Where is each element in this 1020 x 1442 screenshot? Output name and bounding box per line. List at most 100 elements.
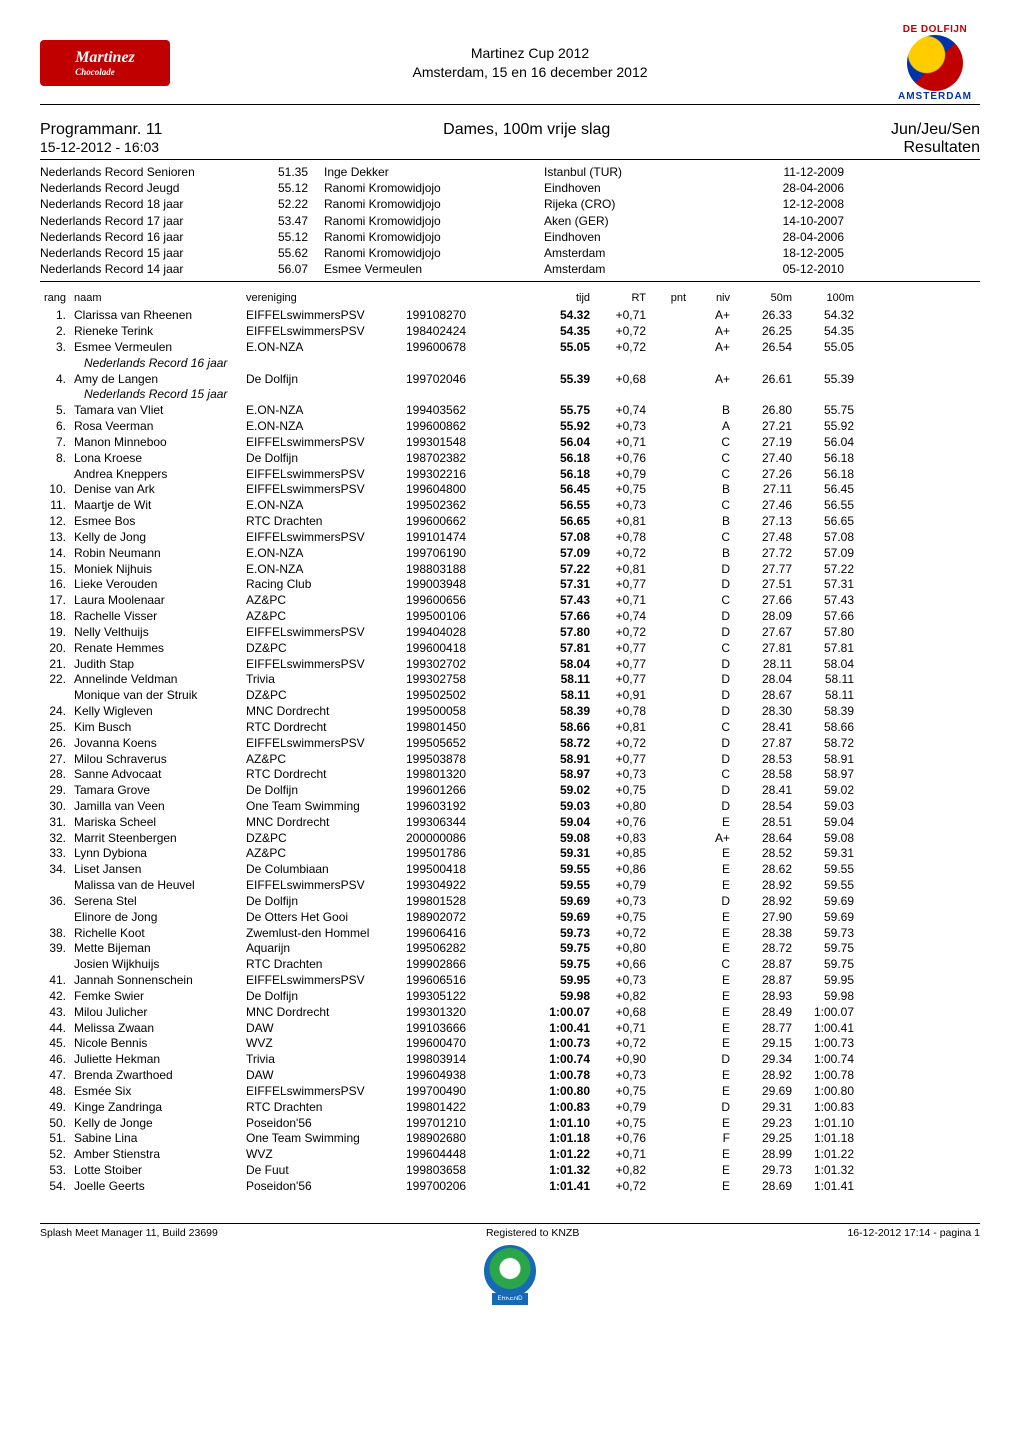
- result-row: 17.Laura MoolenaarAZ&PC19960065657.43+0,…: [40, 593, 980, 609]
- cell-rang: 38.: [40, 926, 74, 942]
- result-row: 43.Milou JulicherMNC Dordrecht1993013201…: [40, 1005, 980, 1021]
- cell-niv: D: [686, 672, 730, 688]
- cell-rt: +0,68: [590, 372, 646, 388]
- cell-rang: 41.: [40, 973, 74, 989]
- cell-tijd: 58.66: [520, 720, 590, 736]
- cell-100m: 1:00.83: [792, 1100, 854, 1116]
- cell-rang: 22.: [40, 672, 74, 688]
- cell-100m: 56.45: [792, 482, 854, 498]
- cell-50m: 28.93: [730, 989, 792, 1005]
- cell-club: E.ON-NZA: [246, 562, 406, 578]
- cell-100m: 56.18: [792, 451, 854, 467]
- record-time: 55.62: [260, 245, 324, 261]
- cell-rt: +0,71: [590, 1021, 646, 1037]
- cell-pnt: [646, 878, 686, 894]
- cell-naam: Melissa Zwaan: [74, 1021, 246, 1037]
- cell-100m: 59.95: [792, 973, 854, 989]
- cell-50m: 28.11: [730, 657, 792, 673]
- cell-id: 199003948: [406, 577, 520, 593]
- cell-50m: 28.04: [730, 672, 792, 688]
- column-headers: rang naam vereniging tijd RT pnt niv 50m…: [40, 292, 980, 308]
- cell-club: De Dolfijn: [246, 783, 406, 799]
- cell-rt: +0,66: [590, 957, 646, 973]
- cell-id: 199505652: [406, 736, 520, 752]
- cell-rt: +0,72: [590, 625, 646, 641]
- cell-tijd: 1:01.22: [520, 1147, 590, 1163]
- cell-rang: 51.: [40, 1131, 74, 1147]
- cell-50m: 28.38: [730, 926, 792, 942]
- cell-rt: +0,73: [590, 767, 646, 783]
- cell-niv: E: [686, 1163, 730, 1179]
- cell-rt: +0,79: [590, 1100, 646, 1116]
- result-row: 11.Maartje de WitE.ON-NZA19950236256.55+…: [40, 498, 980, 514]
- cell-rang: 45.: [40, 1036, 74, 1052]
- record-label: Nederlands Record 16 jaar: [40, 229, 260, 245]
- cell-rt: +0,80: [590, 799, 646, 815]
- cell-rt: +0,72: [590, 1036, 646, 1052]
- cell-50m: 28.41: [730, 720, 792, 736]
- cell-tijd: 59.04: [520, 815, 590, 831]
- cell-naam: Esmee Bos: [74, 514, 246, 530]
- cell-rang: 34.: [40, 862, 74, 878]
- cell-tijd: 56.45: [520, 482, 590, 498]
- cell-id: 199902866: [406, 957, 520, 973]
- cell-rt: +0,77: [590, 641, 646, 657]
- cell-niv: A: [686, 419, 730, 435]
- cell-100m: 1:00.80: [792, 1084, 854, 1100]
- cell-rt: +0,77: [590, 577, 646, 593]
- cell-50m: 26.80: [730, 403, 792, 419]
- cell-id: 199301548: [406, 435, 520, 451]
- result-row: 26.Jovanna KoensEIFFELswimmersPSV1995056…: [40, 736, 980, 752]
- footer-center: Registered to KNZB: [486, 1227, 579, 1239]
- cell-id: 199600470: [406, 1036, 520, 1052]
- cell-pnt: [646, 846, 686, 862]
- result-row: 50.Kelly de JongePoseidon'561997012101:0…: [40, 1116, 980, 1132]
- cell-pnt: [646, 657, 686, 673]
- cell-naam: Moniek Nijhuis: [74, 562, 246, 578]
- footer-badge: ERKEND: [40, 1245, 980, 1305]
- record-time: 51.35: [260, 164, 324, 180]
- cell-club: EIFFELswimmersPSV: [246, 435, 406, 451]
- cell-niv: E: [686, 1084, 730, 1100]
- cell-50m: 27.21: [730, 419, 792, 435]
- cell-tijd: 1:01.10: [520, 1116, 590, 1132]
- page-footer: Splash Meet Manager 11, Build 23699 Regi…: [40, 1223, 980, 1239]
- result-row: 24.Kelly WiglevenMNC Dordrecht1995000585…: [40, 704, 980, 720]
- result-row: 42.Femke SwierDe Dolfijn19930512259.98+0…: [40, 989, 980, 1005]
- cell-club: One Team Swimming: [246, 1131, 406, 1147]
- cell-tijd: 57.81: [520, 641, 590, 657]
- cell-niv: D: [686, 1052, 730, 1068]
- cell-id: 199606516: [406, 973, 520, 989]
- cell-club: E.ON-NZA: [246, 419, 406, 435]
- result-row: 48.Esmée SixEIFFELswimmersPSV1997004901:…: [40, 1084, 980, 1100]
- cell-niv: E: [686, 878, 730, 894]
- col-naam: naam: [74, 292, 246, 304]
- cell-100m: 56.55: [792, 498, 854, 514]
- result-row: 25.Kim BuschRTC Dordrecht19980145058.66+…: [40, 720, 980, 736]
- cell-50m: 28.99: [730, 1147, 792, 1163]
- result-row: 27.Milou SchraverusAZ&PC19950387858.91+0…: [40, 752, 980, 768]
- cell-tijd: 1:00.73: [520, 1036, 590, 1052]
- cell-100m: 59.31: [792, 846, 854, 862]
- cell-pnt: [646, 1021, 686, 1037]
- club-logo-right: DE DOLFIJN AMSTERDAM: [890, 24, 980, 102]
- cell-rang: 13.: [40, 530, 74, 546]
- result-row: 45.Nicole BennisWVZ1996004701:00.73+0,72…: [40, 1036, 980, 1052]
- cell-50m: 27.48: [730, 530, 792, 546]
- cell-100m: 55.05: [792, 340, 854, 356]
- cell-pnt: [646, 973, 686, 989]
- cell-pnt: [646, 625, 686, 641]
- cell-niv: E: [686, 989, 730, 1005]
- cell-naam: Judith Stap: [74, 657, 246, 673]
- cell-niv: A+: [686, 308, 730, 324]
- cell-niv: D: [686, 625, 730, 641]
- cell-tijd: 59.02: [520, 783, 590, 799]
- result-note: Nederlands Record 15 jaar: [40, 387, 980, 403]
- program-title-row: Programmanr. 11 15-12-2012 - 16:03 Dames…: [40, 111, 980, 160]
- cell-tijd: 57.31: [520, 577, 590, 593]
- result-row: 22.Annelinde VeldmanTrivia19930275858.11…: [40, 672, 980, 688]
- cell-100m: 58.72: [792, 736, 854, 752]
- cell-club: EIFFELswimmersPSV: [246, 878, 406, 894]
- records-block: Nederlands Record Senioren51.35Inge Dekk…: [40, 162, 980, 282]
- cell-niv: E: [686, 910, 730, 926]
